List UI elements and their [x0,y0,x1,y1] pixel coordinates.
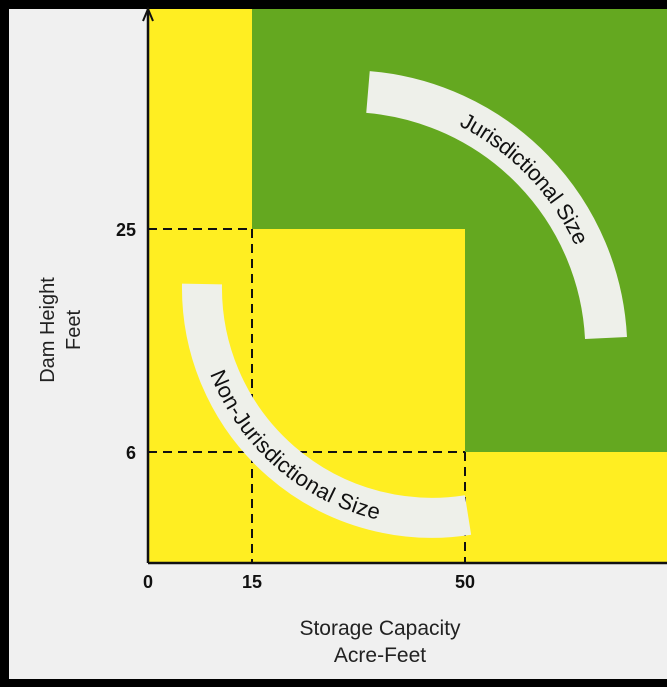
y-tick-label-25: 25 [116,220,136,240]
x-tick-label-15: 15 [242,572,262,592]
axes [142,6,667,565]
threshold-lines [148,228,466,563]
x-tick-label-0: 0 [143,572,153,592]
x-axis-title-line-1: Storage Capacity [299,617,461,640]
jurisdictional-band [366,71,627,340]
non-jurisdictional-band [181,283,472,538]
y-tick-label-6: 6 [126,443,136,463]
y-tick-labels: 6 25 [116,220,136,463]
x-tick-label-50: 50 [455,572,475,592]
x-tick-labels: 0 15 50 [143,572,475,592]
y-axis-title-line-1: Dam Height [37,277,59,383]
jurisdictional-region [252,9,667,452]
x-axis-title-line-2: Acre-Feet [334,644,426,667]
y-axis-arrow-icon [142,6,154,22]
y-axis-title-line-2: Feet [63,310,85,350]
